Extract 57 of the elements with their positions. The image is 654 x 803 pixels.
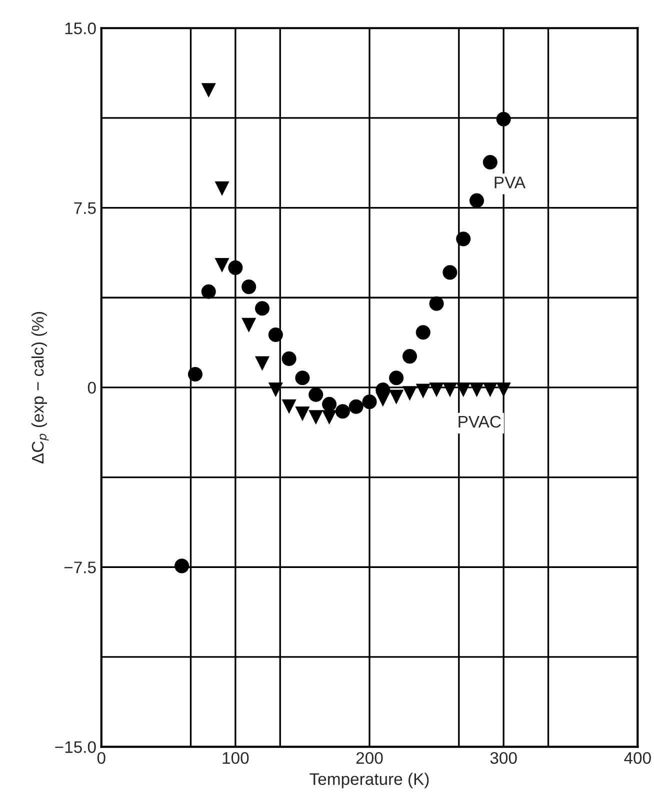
point <box>416 384 430 398</box>
series-label: PVAC <box>458 416 501 428</box>
y-tick-label: 15.0 <box>65 22 96 34</box>
point <box>482 382 498 398</box>
point <box>429 382 444 398</box>
point <box>295 370 310 386</box>
point <box>254 356 270 371</box>
point <box>254 301 270 316</box>
point <box>335 404 350 419</box>
y-tick-label: 7.5 <box>74 202 96 214</box>
point <box>402 386 418 401</box>
y-tick-label: 0 <box>88 382 96 394</box>
point <box>496 112 511 126</box>
point <box>282 351 296 366</box>
point <box>242 318 256 332</box>
y-tick-label: −15.0 <box>55 741 96 753</box>
point <box>402 349 418 364</box>
point <box>308 387 324 402</box>
x-axis-title: Temperature (K) <box>310 772 429 788</box>
point <box>268 382 283 398</box>
point <box>416 325 430 340</box>
point <box>482 154 498 170</box>
point <box>242 280 256 294</box>
point <box>496 382 511 398</box>
point <box>214 181 230 196</box>
point <box>429 296 444 311</box>
x-tick-label: 200 <box>356 752 383 764</box>
point <box>469 382 484 398</box>
point <box>308 410 324 425</box>
x-tick-label: 300 <box>490 752 517 764</box>
point <box>188 366 203 382</box>
point <box>201 284 216 299</box>
y-axis-title: ΔC$_{p}$ (exp − calc) (%) <box>31 312 49 464</box>
x-tick-label: 400 <box>624 752 651 764</box>
x-tick-label: 100 <box>222 752 249 764</box>
point <box>362 394 377 410</box>
point <box>228 260 243 275</box>
point <box>348 399 364 414</box>
point <box>268 327 283 342</box>
point <box>295 406 310 422</box>
point <box>456 232 471 246</box>
point <box>376 392 390 407</box>
point <box>201 83 216 98</box>
point <box>214 258 230 273</box>
point <box>469 193 484 208</box>
series-label: PVA <box>494 176 526 188</box>
point <box>389 390 404 404</box>
point <box>174 558 190 574</box>
point <box>442 382 458 398</box>
point <box>282 399 296 414</box>
point <box>442 265 458 280</box>
point <box>322 410 337 425</box>
point <box>322 396 337 412</box>
y-tick-label: −7.5 <box>64 562 96 574</box>
point <box>456 382 471 398</box>
x-tick-label: 0 <box>97 752 106 764</box>
point <box>389 370 404 386</box>
